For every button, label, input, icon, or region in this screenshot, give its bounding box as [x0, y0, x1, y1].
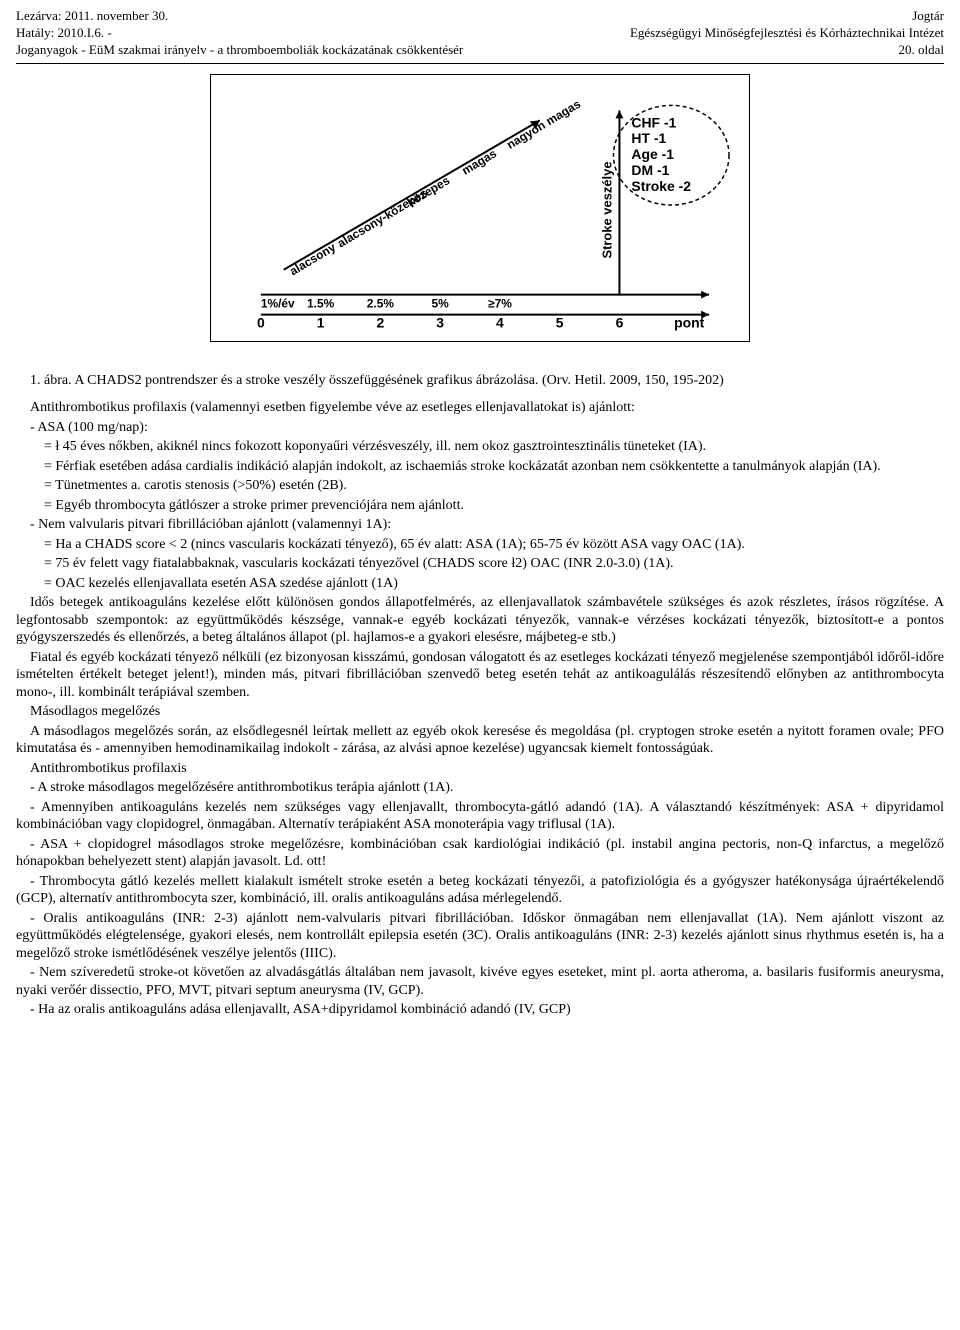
- xlabel-pct-1: 1.5%: [307, 296, 335, 310]
- para-p16: - A stroke másodlagos megelőzésére antit…: [16, 779, 944, 797]
- para-p9: = 75 év felett vagy fiatalabbaknak, vasc…: [16, 555, 944, 573]
- para-p12: Fiatal és egyéb kockázati tényező nélkül…: [16, 649, 944, 702]
- para-p17: - Amennyiben antikoaguláns kezelés nem s…: [16, 799, 944, 834]
- xlabel-pt-1: 1: [317, 314, 325, 330]
- chads2-chart: 1%/év 1.5% 2.5% 5% ≥7% 0 1 2 3 4 5 6 pon…: [221, 85, 739, 335]
- xlabel-pt-5: 5: [556, 314, 564, 330]
- para-intro: Antithrombotikus profilaxis (valamennyi …: [16, 399, 944, 417]
- header-left: Lezárva: 2011. november 30. Hatály: 2010…: [16, 8, 463, 59]
- figure-caption: 1. ábra. A CHADS2 pontrendszer és a stro…: [16, 372, 944, 390]
- xlabel-pct-3: 5%: [432, 296, 450, 310]
- xlabel-pct-4: ≥7%: [488, 296, 512, 310]
- page-header: Lezárva: 2011. november 30. Hatály: 2010…: [16, 8, 944, 64]
- para-p10: = OAC kezelés ellenjavallata esetén ASA …: [16, 575, 944, 593]
- para-p8: = Ha a CHADS score < 2 (nincs vascularis…: [16, 536, 944, 554]
- risk-label-4: nagyon magas: [504, 96, 583, 151]
- factor-chf: CHF -1: [631, 114, 676, 130]
- factor-dm: DM -1: [631, 162, 669, 178]
- para-p21: - Nem szíveredetű stroke-ot követően az …: [16, 964, 944, 999]
- para-p20: - Oralis antikoaguláns (INR: 2-3) ajánlo…: [16, 910, 944, 963]
- header-doc-title: Joganyagok - EüM szakmai irányelv - a th…: [16, 42, 463, 59]
- header-page-number: 20. oldal: [630, 42, 944, 59]
- risk-label-3: magas: [459, 146, 499, 178]
- chart-box: 1%/év 1.5% 2.5% 5% ≥7% 0 1 2 3 4 5 6 pon…: [210, 74, 750, 342]
- factor-age: Age -1: [631, 146, 674, 162]
- header-effective-date: Hatály: 2010.I.6. -: [16, 25, 463, 42]
- y-axis-label: Stroke veszélye: [599, 161, 614, 258]
- para-p11: Idős betegek antikoaguláns kezelése előt…: [16, 594, 944, 647]
- xlabel-pct-0: 1%/év: [261, 296, 295, 310]
- para-p3: = ł 45 éves nőkben, akiknél nincs fokozo…: [16, 438, 944, 456]
- para-asa: - ASA (100 mg/nap):: [16, 419, 944, 437]
- para-p6: = Egyéb thrombocyta gátlószer a stroke p…: [16, 497, 944, 515]
- para-p15: Antithrombotikus profilaxis: [16, 760, 944, 778]
- factor-ht: HT -1: [631, 130, 666, 146]
- header-source: Jogtár: [630, 8, 944, 25]
- para-p14: A másodlagos megelőzés során, az elsődle…: [16, 723, 944, 758]
- para-p19: - Thrombocyta gátló kezelés mellett kial…: [16, 873, 944, 908]
- xlabel-pt-3: 3: [436, 314, 444, 330]
- xlabel-pt-2: 2: [377, 314, 385, 330]
- risk-label-0: alacsony: [287, 239, 338, 278]
- para-p22: - Ha az oralis antikoaguláns adása ellen…: [16, 1001, 944, 1019]
- xlabel-pct-2: 2.5%: [367, 296, 395, 310]
- para-p7: - Nem valvularis pitvari fibrillációban …: [16, 516, 944, 534]
- xlabel-pt-4: 4: [496, 314, 504, 330]
- header-closed-date: Lezárva: 2011. november 30.: [16, 8, 463, 25]
- factor-stroke: Stroke -2: [631, 178, 691, 194]
- para-p13: Másodlagos megelőzés: [16, 703, 944, 721]
- para-p4: = Férfiak esetében adása cardialis indik…: [16, 458, 944, 476]
- header-right: Jogtár Egészségügyi Minőségfejlesztési é…: [630, 8, 944, 59]
- xlabel-pt-6: 6: [616, 314, 624, 330]
- x-axis-title: pont: [674, 314, 705, 330]
- para-p5: = Tünetmentes a. carotis stenosis (>50%)…: [16, 477, 944, 495]
- para-p18: - ASA + clopidogrel másodlagos stroke me…: [16, 836, 944, 871]
- chart-container: 1%/év 1.5% 2.5% 5% ≥7% 0 1 2 3 4 5 6 pon…: [210, 74, 750, 342]
- xlabel-pt-0: 0: [257, 314, 265, 330]
- header-institution: Egészségügyi Minőségfejlesztési és Kórhá…: [630, 25, 944, 42]
